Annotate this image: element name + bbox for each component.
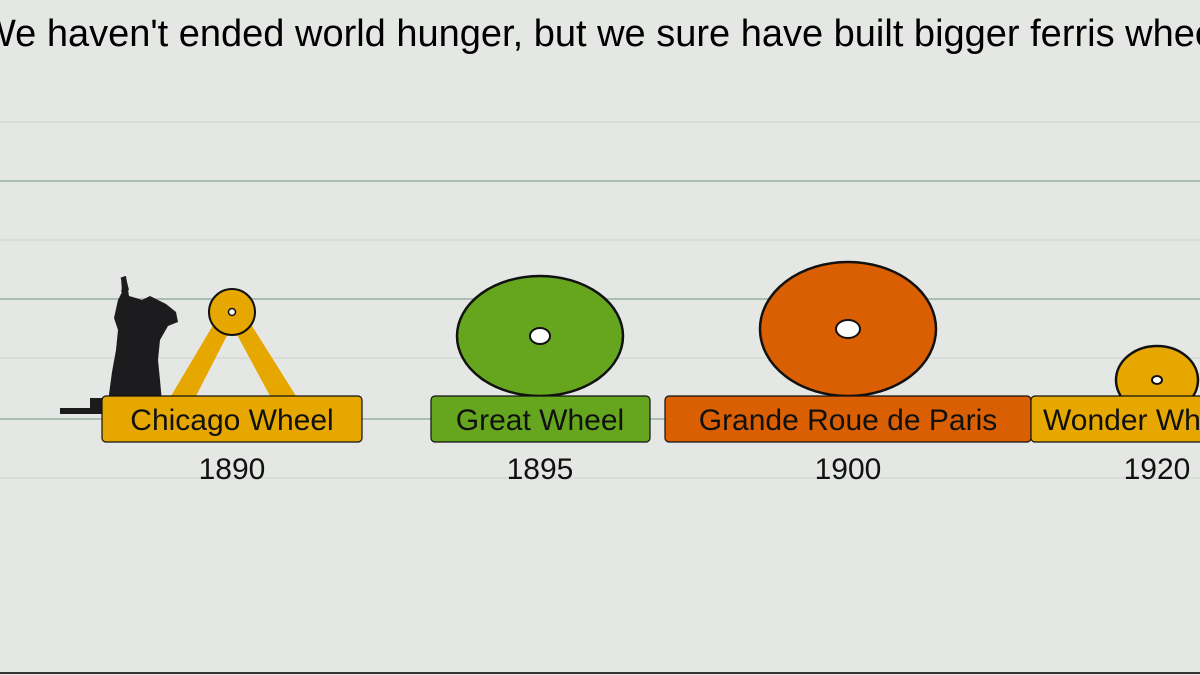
chart-title: We haven't ended world hunger, but we su… — [0, 13, 1200, 55]
label-box — [1030, 395, 1200, 443]
chicago-wheel — [171, 288, 296, 396]
label-text: Great Wheel — [456, 404, 624, 437]
grande-roue-de-paris — [758, 260, 938, 398]
great-wheel-hub — [529, 327, 551, 345]
grande-roue-hub — [835, 319, 861, 339]
great-wheel — [455, 274, 625, 398]
chicago-wheel-hub — [227, 307, 237, 317]
label-great-wheel: Great Wheel — [430, 395, 651, 443]
label-text: Grande Roue de Paris — [699, 404, 998, 437]
wonder-wheel-hub — [1151, 375, 1163, 385]
label-grande-roue-de-paris: Grande Roue de Paris — [664, 395, 1032, 443]
label-wonder-wheel: Wonder Wheel — [1030, 395, 1200, 443]
label-chicago-wheel: Chicago Wheel — [101, 395, 363, 443]
year-tick-label: 1900 — [815, 453, 882, 486]
label-text: Chicago Wheel — [130, 404, 333, 437]
label-text: Wonder Wheel — [1043, 404, 1200, 437]
label-box — [430, 395, 651, 443]
year-tick-label: 1920 — [1124, 453, 1191, 486]
label-box — [101, 395, 363, 443]
year-tick-label: 1890 — [199, 453, 266, 486]
year-tick-label: 1895 — [507, 453, 574, 486]
